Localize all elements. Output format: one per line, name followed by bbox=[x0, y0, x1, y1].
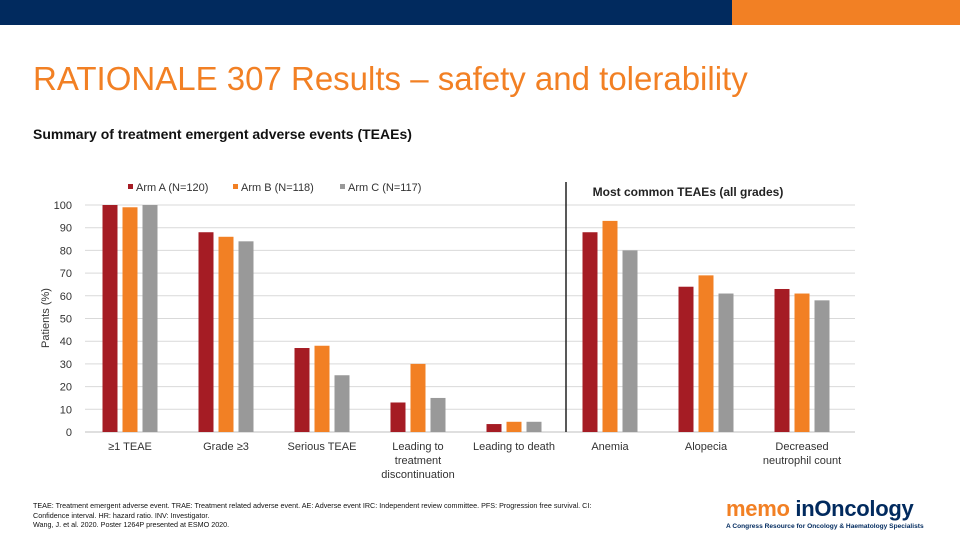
x-tick-label: Grade ≥3 bbox=[203, 441, 249, 453]
y-tick-label: 60 bbox=[60, 291, 72, 303]
legend-label: Arm C (N=117) bbox=[348, 182, 421, 194]
bar bbox=[410, 363, 426, 432]
bar bbox=[238, 241, 254, 432]
y-tick-label: 70 bbox=[60, 268, 72, 280]
bar bbox=[314, 345, 330, 432]
right-panel-title: Most common TEAEs (all grades) bbox=[593, 185, 784, 199]
y-tick-label: 80 bbox=[60, 245, 72, 257]
x-tick-label: Anemia bbox=[591, 441, 629, 453]
logo-tagline: A Congress Resource for Oncology & Haema… bbox=[726, 523, 924, 530]
bar bbox=[334, 375, 350, 432]
bar bbox=[622, 250, 638, 432]
bar bbox=[486, 424, 502, 432]
bar bbox=[142, 205, 158, 432]
x-tick-label: ≥1 TEAE bbox=[108, 441, 152, 453]
y-axis-label: Patients (%) bbox=[40, 288, 52, 348]
y-tick-label: 30 bbox=[60, 359, 72, 371]
bar bbox=[602, 220, 618, 432]
logo-memo-text: memo bbox=[726, 496, 790, 521]
bar bbox=[430, 397, 446, 432]
bar bbox=[102, 205, 118, 432]
x-tick-label: Alopecia bbox=[685, 441, 728, 453]
top-bar-navy bbox=[0, 0, 732, 25]
bar bbox=[718, 293, 734, 432]
bar bbox=[526, 421, 542, 432]
top-bar-orange bbox=[732, 0, 960, 25]
chart-subtitle: Summary of treatment emergent adverse ev… bbox=[33, 126, 412, 142]
bar bbox=[774, 288, 790, 432]
legend-label: Arm B (N=118) bbox=[241, 182, 314, 194]
bar bbox=[814, 300, 830, 432]
legend-swatch bbox=[340, 184, 345, 189]
legend-swatch bbox=[128, 184, 133, 189]
bar bbox=[218, 236, 234, 432]
x-tick-label: Serious TEAE bbox=[288, 441, 357, 453]
legend-swatch bbox=[233, 184, 238, 189]
y-tick-label: 50 bbox=[60, 314, 72, 326]
bar bbox=[198, 232, 214, 432]
bar bbox=[122, 207, 138, 432]
bar bbox=[294, 348, 310, 432]
bar bbox=[390, 402, 406, 432]
y-tick-label: 0 bbox=[66, 427, 72, 439]
bar bbox=[506, 421, 522, 432]
y-tick-label: 10 bbox=[60, 404, 72, 416]
page-title: RATIONALE 307 Results – safety and toler… bbox=[33, 60, 748, 97]
memo-inoncology-logo: memo inOncology A Congress Resource for … bbox=[726, 496, 936, 530]
y-tick-label: 20 bbox=[60, 382, 72, 394]
x-tick-label: Decreased neutrophil count bbox=[763, 441, 841, 467]
x-tick-label: Leading to treatment discontinuation bbox=[381, 441, 454, 481]
bar-chart: 0 10 20 30 40 50 60 70 80 90 100 Patients (%) Most c… bbox=[40, 182, 855, 481]
logo-oncology-text: inOncology bbox=[795, 496, 914, 521]
x-tick-label: Leading to death bbox=[473, 441, 555, 453]
legend-label: Arm A (N=120) bbox=[136, 182, 208, 194]
footnote-line-3: Wang, J. et al. 2020. Poster 1264P prese… bbox=[33, 520, 230, 529]
bar bbox=[698, 275, 714, 432]
footnote: TEAE: Treatment emergent adverse event. … bbox=[33, 501, 673, 530]
y-tick-label: 90 bbox=[60, 223, 72, 235]
y-tick-label: 40 bbox=[60, 336, 72, 348]
footnote-line-1: TEAE: Treatment emergent adverse event. … bbox=[33, 501, 592, 510]
y-tick-label: 100 bbox=[54, 200, 72, 212]
bar bbox=[678, 286, 694, 432]
footnote-line-2: Confidence interval. HR: hazard ratio. I… bbox=[33, 510, 210, 520]
bar bbox=[582, 232, 598, 432]
bar bbox=[794, 293, 810, 432]
